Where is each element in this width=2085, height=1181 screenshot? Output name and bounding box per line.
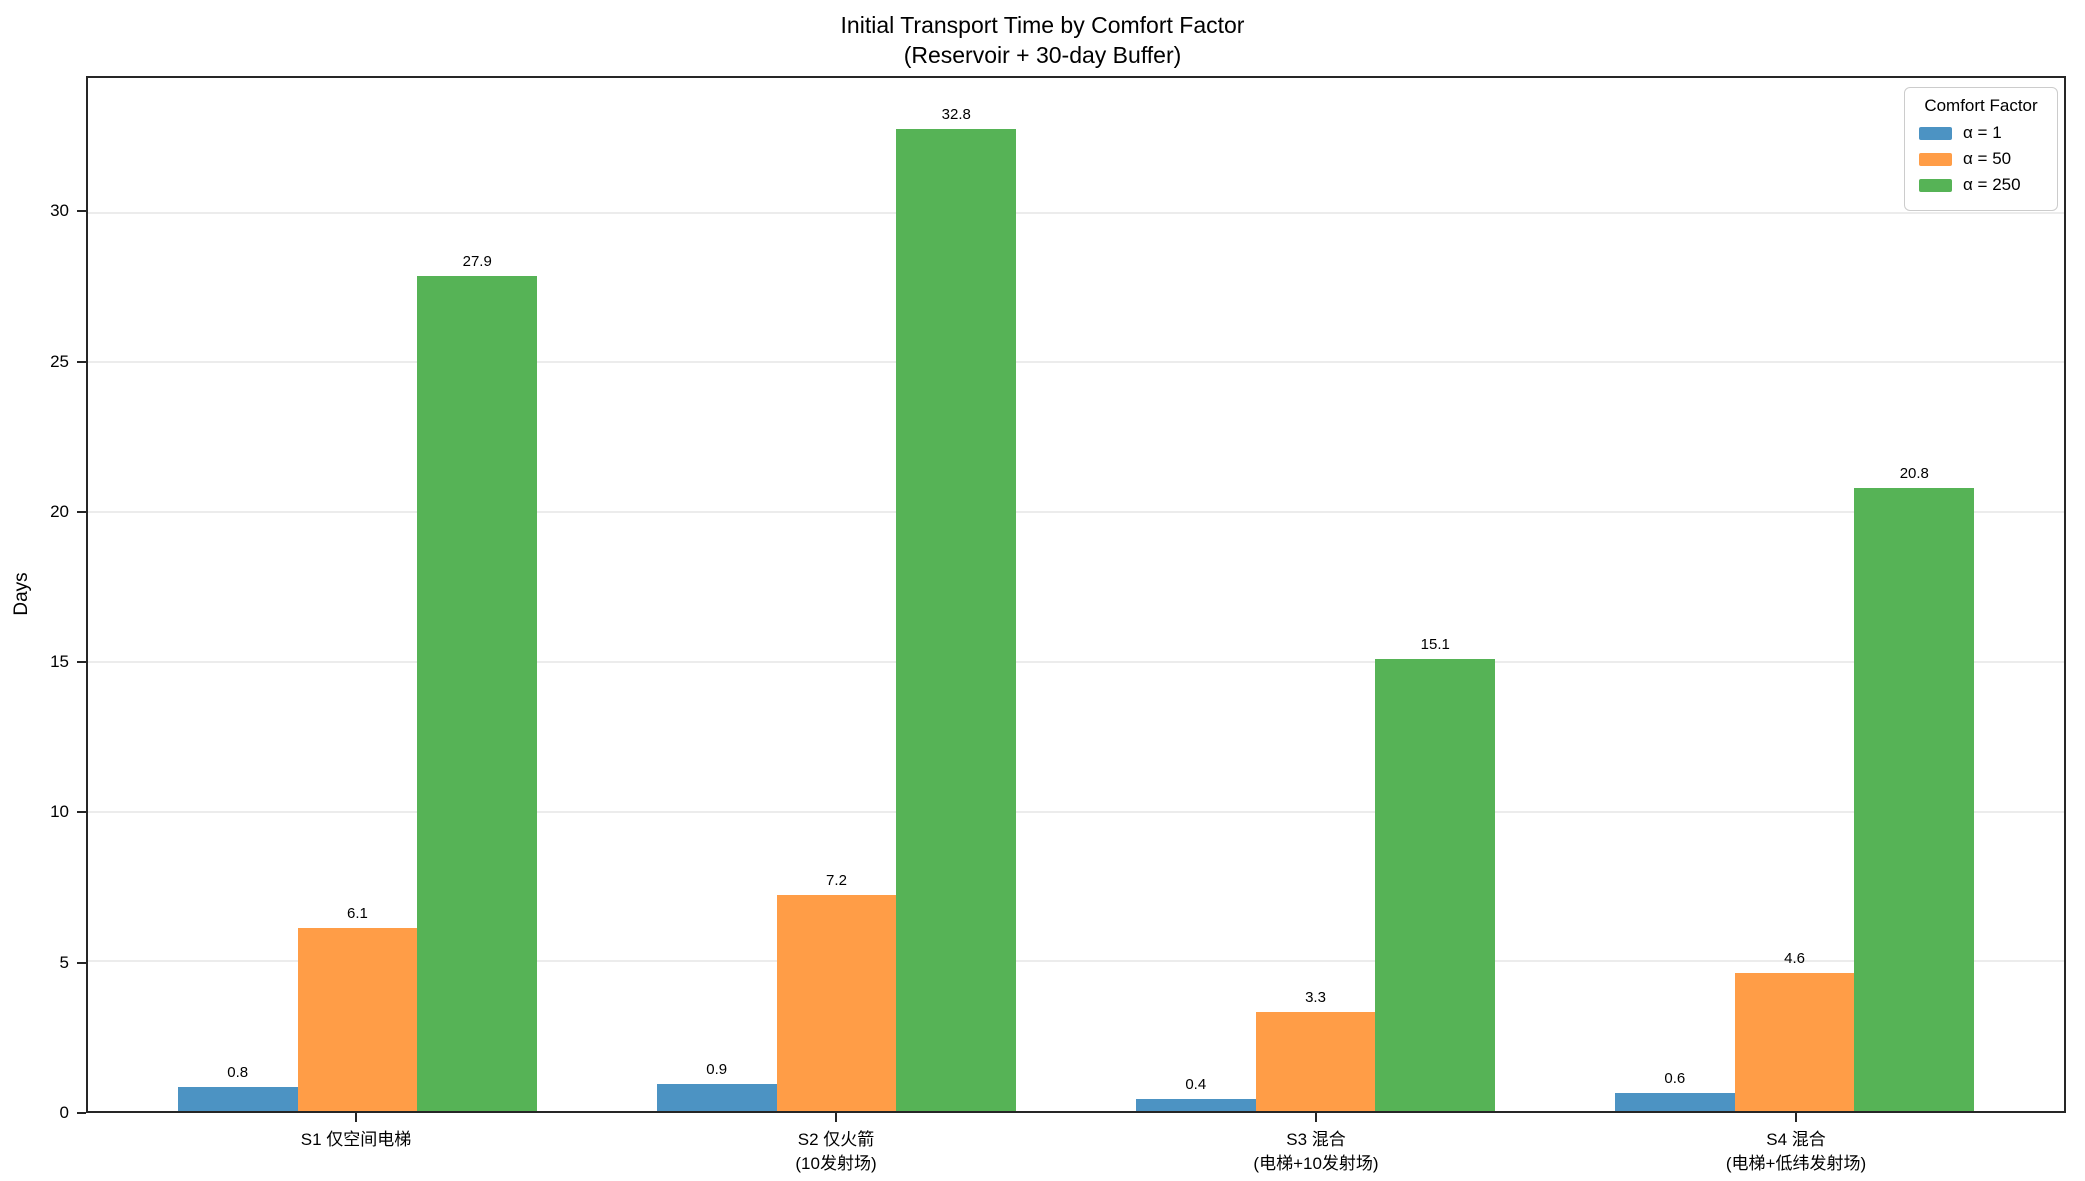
legend-item-label: α = 50: [1963, 149, 2012, 168]
y-tick-mark: [77, 961, 86, 964]
y-tick-mark: [77, 661, 86, 664]
x-tick-mark: [835, 1113, 837, 1122]
x-tick-label-line: S3 混合: [1286, 1130, 1346, 1149]
x-tick-label-line: (10发射场): [795, 1154, 877, 1173]
x-tick-label-line: (电梯+10发射场): [1253, 1154, 1379, 1173]
chart-subtitle: (Reservoir + 30-day Buffer): [903, 42, 1182, 68]
x-tick-label: S3 混合 (电梯+10发射场): [1253, 1128, 1378, 1176]
legend-swatch: [1919, 126, 1952, 140]
gridline: [88, 660, 2064, 663]
bar-value-label: 0.4: [1185, 1076, 1207, 1094]
bar: [1734, 973, 1855, 1111]
x-axis: S1 仅空间电梯 S2 仅火箭 (10发射场) S3 混合 (电梯+10发射场) S4 混…: [86, 1113, 2066, 1179]
bar: [896, 128, 1017, 1111]
bar: [656, 1084, 777, 1111]
y-axis: 0 5 10 15 20 25 30: [0, 76, 86, 1122]
bar-value-label: 0.9: [706, 1061, 728, 1079]
gridline: [88, 810, 2064, 813]
x-tick-label-line: (电梯+低纬发射场): [1725, 1154, 1867, 1173]
x-tick-mark: [1315, 1113, 1317, 1122]
x-tick-label-line: S1 仅空间电梯: [300, 1130, 412, 1149]
bar-value-label: 0.8: [227, 1064, 249, 1082]
bar: [297, 928, 418, 1111]
bar: [1375, 658, 1496, 1111]
x-tick-mark: [355, 1113, 357, 1122]
bar-value-label: 7.2: [826, 872, 847, 890]
y-tick-label: 0: [59, 1103, 69, 1122]
bar-value-label: 0.6: [1664, 1070, 1686, 1088]
x-tick-mark: [1795, 1113, 1797, 1122]
bar-value-label: 32.8: [941, 105, 971, 123]
y-tick-mark: [77, 210, 86, 213]
bar: [1854, 488, 1975, 1111]
chart-title: Initial Transport Time by Comfort Factor: [840, 12, 1245, 38]
x-tick-label: S1 仅空间电梯: [301, 1128, 412, 1152]
bar: [776, 895, 897, 1111]
legend: Comfort Factor α = 1 α = 50 α = 250: [1904, 87, 2058, 211]
y-tick-label: 10: [50, 802, 69, 822]
bar: [1135, 1099, 1256, 1111]
bar-value-label: 15.1: [1420, 635, 1450, 653]
bar-value-label: 3.3: [1305, 989, 1326, 1007]
y-tick-label: 30: [50, 201, 69, 221]
x-tick-label: S4 混合 (电梯+低纬发射场): [1726, 1128, 1866, 1176]
legend-title: Comfort Factor: [1924, 96, 2038, 115]
chart-title-block: Initial Transport Time by Comfort Factor…: [0, 10, 2085, 70]
gridline: [88, 211, 2064, 214]
gridline: [88, 361, 2064, 364]
y-tick-mark: [77, 1112, 86, 1114]
legend-item-label: α = 1: [1963, 123, 2002, 142]
legend-item: α = 250: [1919, 175, 2047, 195]
bar: [417, 275, 538, 1111]
legend-item: α = 50: [1919, 149, 2047, 169]
y-tick-mark: [77, 510, 86, 513]
y-tick-label: 20: [50, 501, 69, 521]
bar-value-label: 20.8: [1899, 465, 1929, 483]
y-tick-mark: [77, 811, 86, 814]
bar: [1614, 1093, 1735, 1111]
bar: [177, 1087, 298, 1111]
legend-item-label: α = 250: [1963, 175, 2021, 194]
gridline: [88, 960, 2064, 963]
x-tick-label-line: S2 仅火箭: [797, 1130, 875, 1149]
bar-value-label: 27.9: [462, 252, 492, 270]
legend-swatch: [1919, 152, 1952, 166]
legend-item: α = 1: [1919, 123, 2047, 143]
x-tick-label: S2 仅火箭 (10发射场): [795, 1128, 876, 1176]
gridline: [88, 511, 2064, 514]
y-tick-label: 5: [59, 952, 69, 972]
bar-value-label: 6.1: [347, 905, 368, 923]
legend-swatch: [1919, 178, 1952, 192]
y-tick-label: 15: [50, 652, 69, 672]
x-tick-label-line: S4 混合: [1766, 1130, 1826, 1149]
plot-area: 0.8 0.9 0.4 0.6 6.1 7.2 3.3 4.6 27.9 32.8 15.1 20.8: [86, 76, 2066, 1113]
y-tick-label: 25: [50, 351, 69, 371]
bar: [1255, 1012, 1376, 1111]
y-tick-mark: [77, 360, 86, 363]
bar-value-label: 4.6: [1784, 950, 1805, 968]
